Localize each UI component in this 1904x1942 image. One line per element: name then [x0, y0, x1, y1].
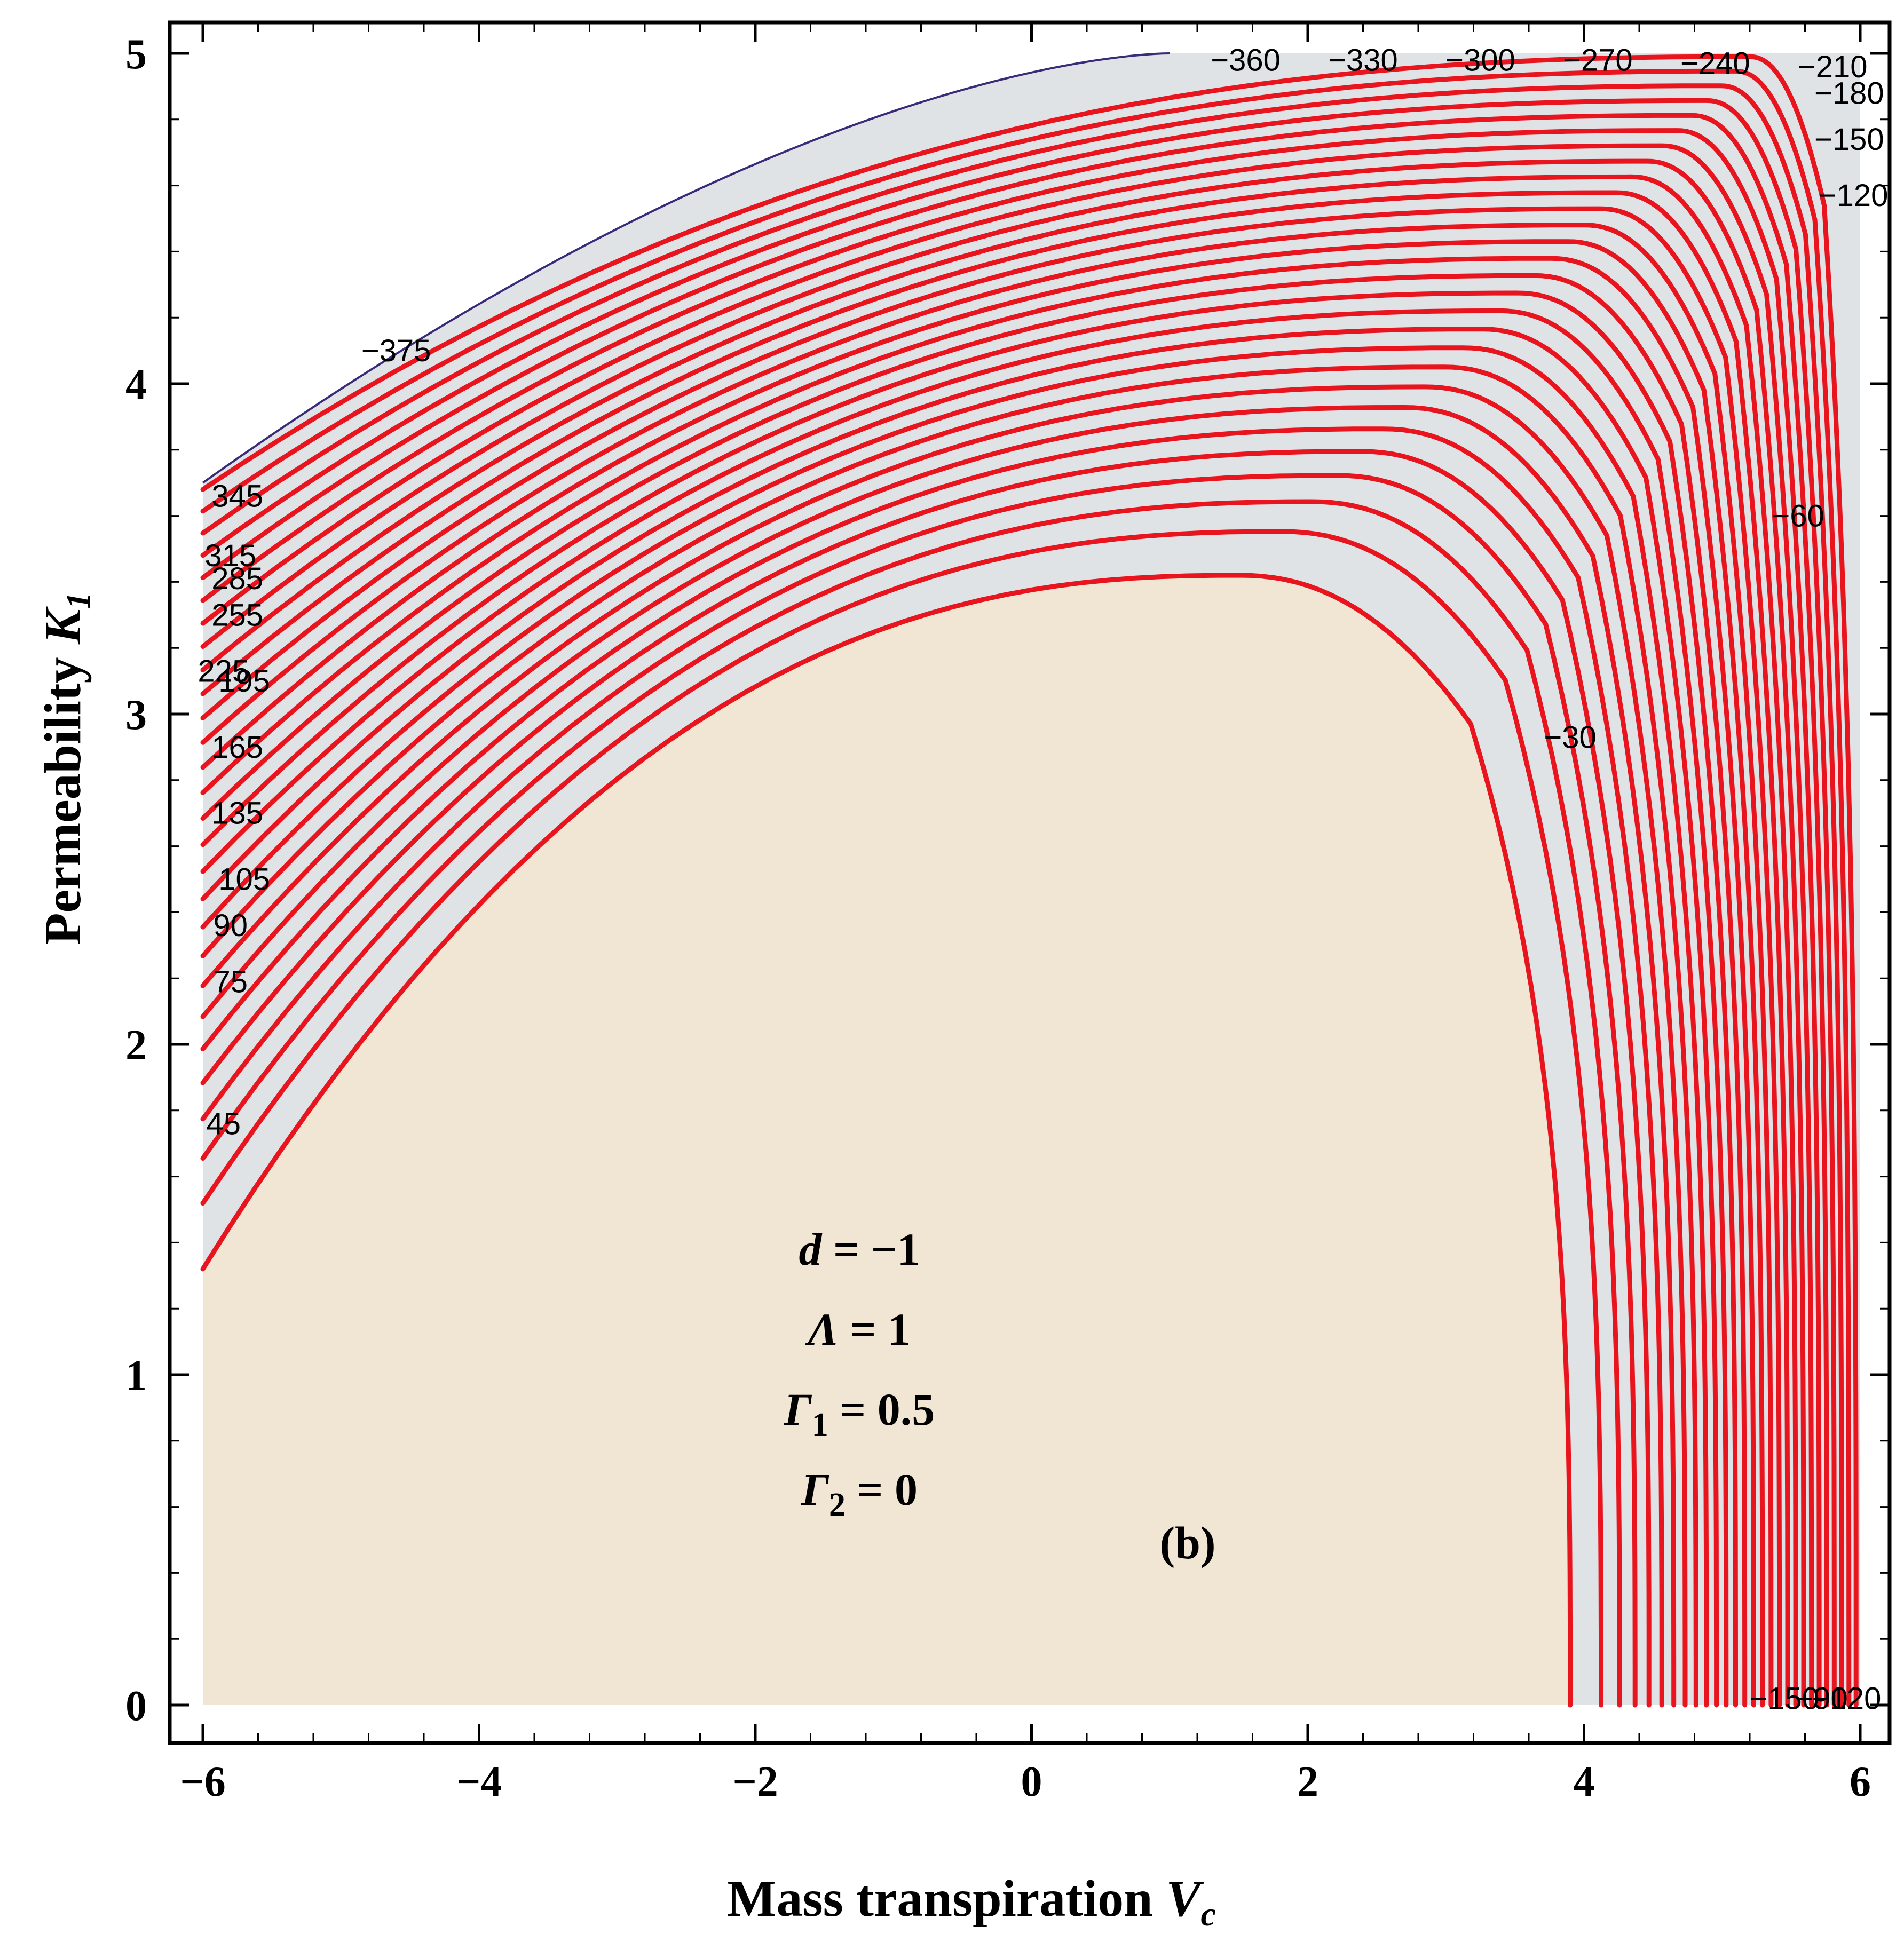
contour-label: −300: [1445, 43, 1515, 77]
contour-line: [200, 113, 1829, 1708]
contour-line: [200, 98, 1837, 1708]
contour-label: −270: [1563, 43, 1633, 77]
parameter-annotations: d = −1 Λ = 1 Γ1 = 0.5 Γ2 = 0: [784, 1224, 935, 1523]
contour-line: [200, 384, 1688, 1708]
contour-label: −240: [1680, 46, 1750, 81]
contour-line: [200, 573, 1573, 1708]
contour-line: [200, 143, 1814, 1708]
inner-region: [203, 575, 1570, 1705]
contour-line: [200, 308, 1729, 1708]
contour-line: [200, 345, 1709, 1708]
parameter-annotation: Λ = 1: [805, 1304, 911, 1355]
contour-label: 75: [213, 964, 248, 999]
contour-label: 195: [218, 664, 270, 699]
contour-line: [200, 158, 1806, 1708]
x-axis-title: Mass transpiration Vc: [727, 1870, 1216, 1933]
contour-line: [200, 473, 1638, 1708]
contour-label: 315: [204, 538, 256, 573]
contour-line: [200, 174, 1798, 1708]
contour-line: [200, 190, 1790, 1708]
x-tick-label: −4: [456, 1758, 502, 1805]
contour-line: [200, 426, 1664, 1708]
contour-label: 165: [211, 730, 263, 765]
contour-label: −210: [1798, 50, 1868, 84]
contour-label: 90: [213, 908, 248, 943]
contour-line: [200, 449, 1652, 1708]
y-tick-label: 5: [125, 31, 147, 78]
contour-label: 345: [211, 479, 263, 513]
contour-line: [200, 499, 1622, 1708]
contour-line: [200, 128, 1822, 1708]
contour-label: 225: [197, 654, 249, 689]
contour-line: [200, 529, 1603, 1708]
plot-frame: [168, 20, 1892, 1745]
contour-line: [200, 223, 1774, 1708]
panel-label: (b): [1159, 1517, 1215, 1568]
contour-line: [200, 405, 1677, 1708]
contour-line: [200, 256, 1756, 1708]
contour-line: [200, 364, 1698, 1708]
contour-line: [200, 290, 1738, 1708]
contour-label: −30: [1544, 720, 1596, 755]
x-tick-label: 6: [1850, 1758, 1871, 1805]
y-tick-label: 1: [125, 1352, 147, 1399]
x-tick-label: 4: [1574, 1758, 1595, 1805]
contour-lines: [200, 54, 1859, 1708]
x-tick-label: 0: [1021, 1758, 1042, 1805]
contour-label: −120: [1812, 1682, 1882, 1716]
contour-label: −180: [1814, 76, 1884, 110]
contour-label: 45: [207, 1107, 241, 1142]
contour-label: −60: [1772, 499, 1824, 534]
contour-line: [200, 239, 1765, 1708]
y-tick-label: 0: [125, 1683, 147, 1730]
contour-label: 255: [211, 598, 263, 632]
parameter-annotation: Γ2 = 0: [801, 1464, 918, 1523]
y-axis-title: Permeability K1: [34, 592, 97, 945]
contour-label: −120: [1819, 178, 1889, 213]
contour-label: 105: [218, 862, 270, 897]
y-tick-label: 3: [125, 692, 147, 739]
contour-line: [200, 68, 1852, 1708]
contour-line: [200, 83, 1844, 1708]
parameter-annotation: Γ1 = 0.5: [784, 1384, 935, 1443]
contour-labels: −360 −330 −300 −270 −240 −210−180−150−120−60−…: [197, 43, 1888, 1716]
contour-line: [200, 327, 1719, 1708]
contour-label: 135: [211, 796, 263, 831]
contour-label: −360: [1211, 43, 1281, 77]
contour-label: −150: [1749, 1682, 1819, 1716]
contour-label: −90: [1795, 1682, 1847, 1716]
y-tick-label: 4: [125, 361, 147, 408]
contour-label: 285: [211, 561, 263, 596]
x-tick-label: 2: [1297, 1758, 1318, 1805]
parameter-annotation: d = −1: [799, 1224, 920, 1275]
domain-boundary: [202, 52, 1170, 484]
contour-line: [200, 54, 1859, 1708]
contour-line: [200, 206, 1782, 1708]
plot-area: [202, 52, 1860, 1705]
contour-line: [200, 273, 1748, 1708]
contour-label: −150: [1814, 122, 1884, 157]
x-tick-label: −2: [732, 1758, 778, 1805]
x-tick-label: −6: [180, 1758, 226, 1805]
contour-label: −330: [1328, 43, 1398, 77]
contour-label: −375: [361, 334, 431, 368]
y-tick-label: 2: [125, 1022, 147, 1069]
